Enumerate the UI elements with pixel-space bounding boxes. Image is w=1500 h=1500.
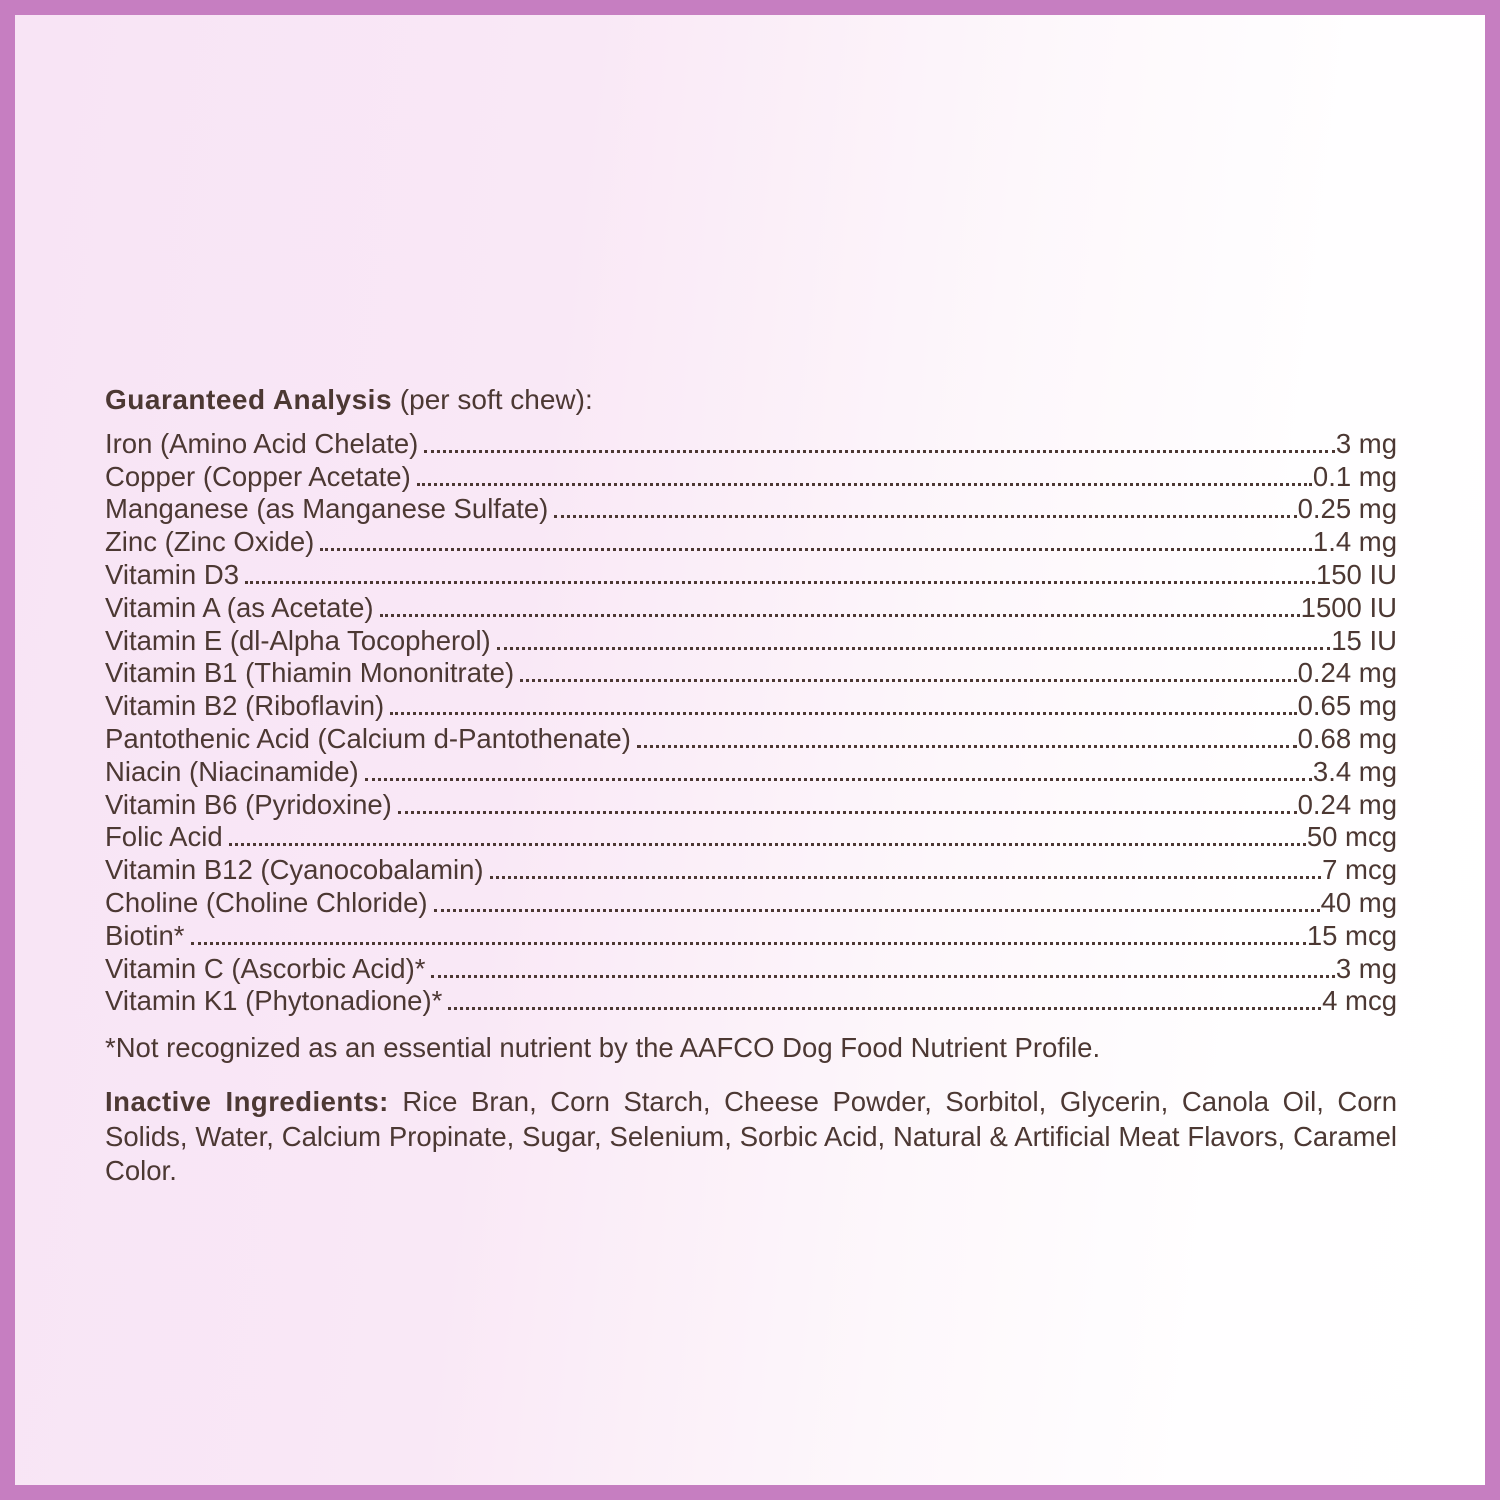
- dot-leader: [496, 646, 1331, 650]
- analysis-row: Vitamin D3 150 IU: [105, 558, 1397, 591]
- nutrient-name: Vitamin B12 (Cyanocobalamin): [105, 854, 484, 886]
- nutrient-amount: 0.68 mg: [1297, 722, 1397, 754]
- analysis-row: Niacin (Niacinamide) 3.4 mg: [105, 755, 1397, 788]
- analysis-row: Vitamin A (as Acetate) 1500 IU: [105, 591, 1397, 624]
- analysis-row: Copper (Copper Acetate) 0.1 mg: [105, 460, 1397, 493]
- dot-leader: [416, 482, 1312, 486]
- nutrient-amount: 0.25 mg: [1297, 493, 1397, 525]
- nutrient-amount: 15 mcg: [1306, 919, 1397, 951]
- nutrient-name: Zinc (Zinc Oxide): [105, 526, 315, 558]
- analysis-row: Vitamin C (Ascorbic Acid)* 3 mg: [105, 952, 1397, 985]
- nutrient-amount: 1.4 mg: [1312, 526, 1397, 558]
- aafco-footnote: *Not recognized as an essential nutrient…: [105, 1032, 1101, 1064]
- nutrient-amount: 7 mcg: [1322, 854, 1397, 886]
- nutrient-amount: 3.4 mg: [1312, 755, 1397, 787]
- inactive-ingredients: Inactive Ingredients: Rice Bran, Corn St…: [105, 1085, 1397, 1189]
- dot-leader: [424, 449, 1335, 453]
- dot-leader: [320, 548, 1312, 552]
- nutrient-name: Manganese (as Manganese Sulfate): [105, 493, 549, 525]
- analysis-row: Vitamin B2 (Riboflavin) 0.65 mg: [105, 689, 1397, 722]
- analysis-row: Pantothenic Acid (Calcium d-Pantothenate…: [105, 722, 1397, 755]
- dot-leader: [228, 843, 1306, 847]
- dot-leader: [379, 613, 1300, 617]
- nutrient-name: Vitamin K1 (Phytonadione)*: [105, 985, 443, 1017]
- dot-leader: [245, 580, 1315, 584]
- analysis-row: Zinc (Zinc Oxide) 1.4 mg: [105, 525, 1397, 558]
- analysis-row: Vitamin K1 (Phytonadione)* 4 mcg: [105, 985, 1397, 1018]
- nutrient-amount: 1500 IU: [1300, 591, 1397, 623]
- dot-leader: [190, 941, 1306, 945]
- nutrient-amount: 4 mcg: [1322, 985, 1397, 1017]
- nutrient-name: Choline (Choline Chloride): [105, 886, 428, 918]
- nutrient-amount: 0.24 mg: [1297, 657, 1397, 689]
- dot-leader: [364, 777, 1312, 781]
- analysis-row: Vitamin B6 (Pyridoxine) 0.24 mg: [105, 788, 1397, 821]
- dot-leader: [397, 810, 1297, 814]
- nutrient-name: Iron (Amino Acid Chelate): [105, 427, 419, 459]
- nutrient-name: Vitamin A (as Acetate): [105, 591, 374, 623]
- nutrient-name: Vitamin C (Ascorbic Acid)*: [105, 952, 426, 984]
- nutrient-amount: 50 mcg: [1306, 821, 1397, 853]
- dot-leader: [390, 712, 1297, 716]
- analysis-row: Vitamin B12 (Cyanocobalamin) 7 mcg: [105, 853, 1397, 886]
- nutrient-amount: 0.1 mg: [1312, 460, 1397, 492]
- nutrient-amount: 3 mg: [1335, 952, 1397, 984]
- nutrient-amount: 0.65 mg: [1297, 690, 1397, 722]
- nutrient-amount: 150 IU: [1315, 558, 1397, 590]
- nutrient-name: Copper (Copper Acetate): [105, 460, 411, 492]
- nutrient-name: Pantothenic Acid (Calcium d-Pantothenate…: [105, 722, 631, 754]
- analysis-row: Vitamin E (dl-Alpha Tocopherol) 15 IU: [105, 624, 1397, 657]
- nutrient-name: Vitamin B1 (Thiamin Mononitrate): [105, 657, 515, 689]
- nutrient-name: Vitamin B2 (Riboflavin): [105, 690, 385, 722]
- guaranteed-analysis-section: Guaranteed Analysis (per soft chew): Iro…: [105, 383, 1397, 1189]
- dot-leader: [489, 876, 1322, 880]
- dot-leader: [636, 744, 1297, 748]
- analysis-rows: Iron (Amino Acid Chelate) 3 mg Copper (C…: [105, 427, 1397, 1017]
- nutrient-amount: 0.24 mg: [1297, 788, 1397, 820]
- dot-leader: [554, 515, 1297, 519]
- section-title: Guaranteed Analysis (per soft chew):: [105, 383, 1397, 417]
- nutrient-amount: 3 mg: [1335, 427, 1397, 459]
- analysis-row: Manganese (as Manganese Sulfate) 0.25 mg: [105, 493, 1397, 526]
- dot-leader: [433, 908, 1320, 912]
- inactive-ingredients-text: Rice Bran, Corn Starch, Cheese Powder, S…: [105, 1086, 1398, 1187]
- dot-leader: [520, 679, 1297, 683]
- section-title-bold: Guaranteed Analysis: [105, 384, 393, 415]
- section-title-suffix: (per soft chew):: [392, 384, 593, 415]
- inactive-ingredients-label: Inactive Ingredients:: [105, 1086, 389, 1118]
- nutrient-name: Vitamin E (dl-Alpha Tocopherol): [105, 624, 491, 656]
- analysis-row: Vitamin B1 (Thiamin Mononitrate) 0.24 mg: [105, 657, 1397, 690]
- nutrient-amount: 15 IU: [1331, 624, 1397, 656]
- nutrient-amount: 40 mg: [1320, 886, 1397, 918]
- dot-leader: [448, 1007, 1322, 1011]
- analysis-row: Biotin* 15 mcg: [105, 919, 1397, 952]
- nutrient-name: Vitamin B6 (Pyridoxine): [105, 788, 392, 820]
- analysis-row: Iron (Amino Acid Chelate) 3 mg: [105, 427, 1397, 460]
- dot-leader: [431, 974, 1335, 978]
- nutrient-name: Folic Acid: [105, 821, 223, 853]
- nutrient-name: Niacin (Niacinamide): [105, 755, 359, 787]
- analysis-row: Folic Acid 50 mcg: [105, 821, 1397, 854]
- nutrient-name: Biotin*: [105, 919, 185, 951]
- nutrient-name: Vitamin D3: [105, 558, 239, 590]
- analysis-row: Choline (Choline Chloride) 40 mg: [105, 886, 1397, 919]
